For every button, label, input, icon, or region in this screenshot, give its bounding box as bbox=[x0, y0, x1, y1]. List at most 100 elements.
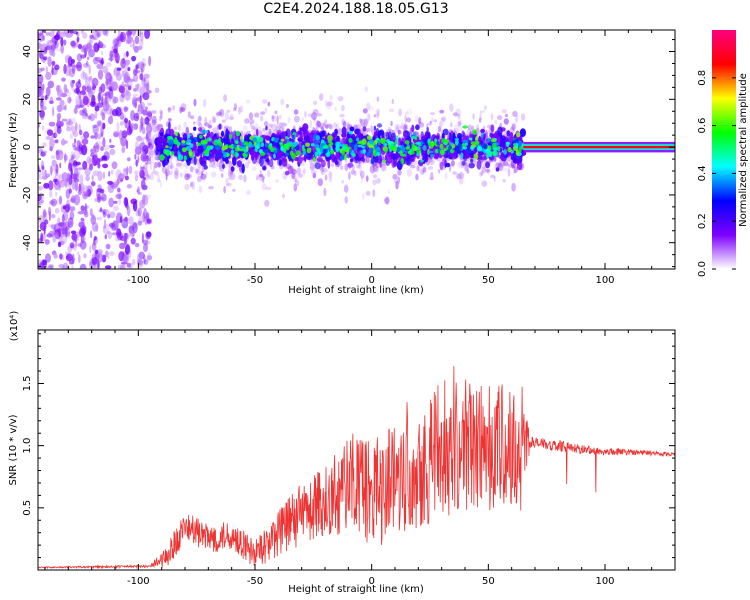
spectrum-cell bbox=[439, 109, 445, 114]
spectrum-cell bbox=[317, 178, 323, 187]
spectrum-cell bbox=[376, 111, 379, 120]
spectrum-cell bbox=[112, 205, 119, 212]
spectrum-cell bbox=[134, 84, 140, 89]
snr-y-tick-label: 1.0 bbox=[22, 438, 33, 454]
spectrum-cell bbox=[365, 102, 371, 111]
spectrum-cell bbox=[150, 149, 154, 156]
spectrum-cell bbox=[285, 136, 289, 140]
spectrum-cell bbox=[259, 174, 263, 178]
spectrum-cell bbox=[73, 149, 80, 161]
spectrum-cell bbox=[106, 230, 111, 235]
spectrum-cell bbox=[60, 138, 66, 146]
spectrum-cell bbox=[309, 120, 313, 128]
spectrum-cell bbox=[74, 87, 81, 94]
spectrum-cell bbox=[67, 56, 73, 67]
spectrum-cell bbox=[201, 130, 205, 134]
spectrum-cell bbox=[139, 124, 142, 133]
spectrum-cell bbox=[133, 123, 139, 130]
spectrum-cell bbox=[42, 35, 45, 41]
spectrum-cell bbox=[45, 71, 52, 80]
spectrum-cell bbox=[179, 106, 182, 114]
spectrum-cell bbox=[64, 231, 71, 238]
spectrum-cell bbox=[96, 102, 104, 108]
spectrum-cell bbox=[199, 134, 203, 139]
spectrum-cell bbox=[120, 264, 126, 269]
spectrum-cell bbox=[70, 59, 75, 64]
spectrum-cell bbox=[320, 142, 325, 147]
spectrum-cell bbox=[362, 126, 367, 132]
spectrum-cell bbox=[325, 99, 328, 107]
spectrum-cell bbox=[326, 101, 333, 107]
spectrum-cell bbox=[384, 148, 388, 154]
spectrum-cell bbox=[91, 77, 99, 87]
spectrum-cell bbox=[97, 170, 103, 182]
spectrum-cell bbox=[183, 121, 188, 129]
spectrum-cell bbox=[147, 102, 153, 106]
spectrum-cell bbox=[121, 146, 126, 154]
spectrum-cell bbox=[476, 128, 480, 138]
spectrum-cell bbox=[490, 138, 497, 143]
spectrum-cell bbox=[141, 78, 147, 87]
spectrum-cell bbox=[193, 121, 196, 125]
spectrum-cell bbox=[72, 165, 78, 171]
spectrum-cell bbox=[335, 160, 339, 166]
spectrum-cell bbox=[241, 158, 246, 162]
spectrum-cell bbox=[48, 31, 55, 37]
spectrogram-frame bbox=[37, 29, 676, 270]
spectrum-cell bbox=[297, 155, 303, 165]
spectrum-cell bbox=[260, 115, 264, 122]
spectrum-cell bbox=[283, 149, 287, 154]
spectrum-cell bbox=[51, 213, 56, 219]
spectrum-cell bbox=[67, 96, 72, 104]
spectrum-cell bbox=[373, 174, 378, 179]
spectrum-cell bbox=[436, 140, 440, 146]
spectrum-cell bbox=[54, 64, 60, 71]
spectrum-cell bbox=[151, 158, 155, 165]
spectrum-cell bbox=[151, 119, 157, 126]
spectrum-cell bbox=[475, 136, 479, 141]
spectrum-cell bbox=[116, 38, 122, 48]
spectrogram-y-axis-label: Frequency (Hz) bbox=[8, 112, 19, 188]
spectrum-cell bbox=[137, 186, 141, 195]
spectrum-cell bbox=[198, 115, 202, 122]
spectrum-cell bbox=[481, 132, 484, 139]
spectrum-cell bbox=[38, 88, 43, 93]
spectrum-cell bbox=[369, 147, 374, 153]
spectrum-cell bbox=[102, 163, 109, 169]
spectrum-cell bbox=[136, 135, 143, 142]
spectrum-cell bbox=[457, 124, 464, 133]
spectrum-cell bbox=[474, 140, 480, 145]
spectrum-cell bbox=[388, 126, 392, 131]
spectrum-cell bbox=[467, 148, 472, 154]
spectrum-cell bbox=[61, 213, 65, 224]
spectrum-cell bbox=[408, 148, 413, 155]
spectrum-cell bbox=[76, 37, 79, 44]
spectrum-cell bbox=[276, 122, 279, 127]
spectrum-cell bbox=[497, 126, 503, 137]
spectrogram-y-tick-label: 0 bbox=[22, 144, 33, 150]
spectrum-cell bbox=[67, 173, 70, 179]
spectrum-cell bbox=[359, 119, 363, 124]
spectrum-cell bbox=[439, 149, 445, 156]
spectrum-cell bbox=[53, 223, 60, 233]
spectrum-cell bbox=[154, 155, 157, 161]
spectrum-cell bbox=[142, 194, 146, 205]
spectrum-cell bbox=[134, 141, 139, 150]
spectrum-cell bbox=[46, 129, 54, 136]
spectrum-cell bbox=[293, 109, 299, 115]
spectrum-cell bbox=[305, 150, 312, 161]
spectrum-cell bbox=[512, 110, 518, 117]
spectrum-cell bbox=[203, 139, 208, 145]
spectrum-cell bbox=[460, 152, 464, 159]
spectrum-cell bbox=[71, 125, 76, 135]
spectrum-cell bbox=[229, 126, 233, 132]
spectrum-cell bbox=[157, 162, 162, 168]
spectrum-cell bbox=[412, 131, 416, 137]
spectrum-cell bbox=[154, 87, 160, 94]
spectrum-cell bbox=[44, 94, 48, 101]
spectrum-cell bbox=[63, 140, 68, 144]
spectrum-cell bbox=[221, 119, 226, 123]
spectrum-cell bbox=[47, 223, 54, 227]
spectrum-cell bbox=[236, 144, 240, 151]
spectrum-cell bbox=[312, 156, 316, 162]
